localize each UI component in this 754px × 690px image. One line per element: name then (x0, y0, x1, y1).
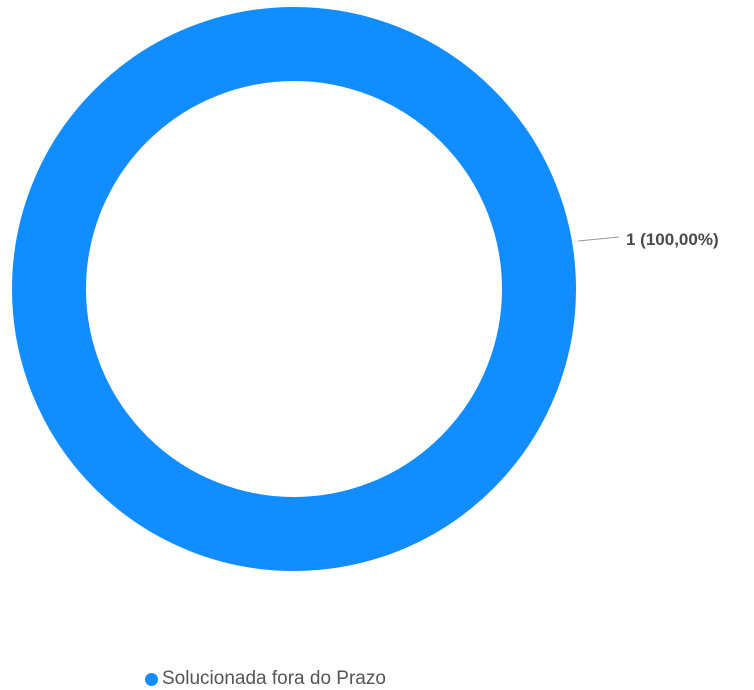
data-label-leaders (577, 236, 620, 242)
data-label-leader-solucionada-fora-do-prazo (577, 236, 620, 242)
legend-swatch-solucionada-fora-do-prazo (145, 672, 158, 686)
donut-slices (12, 7, 576, 571)
data-label-solucionada-fora-do-prazo: 1 (100,00%) (626, 230, 719, 249)
legend-item-solucionada-fora-do-prazo[interactable]: Solucionada fora do Prazo (162, 668, 386, 689)
data-labels: 1 (100,00%) (626, 230, 719, 249)
donut-slice-solucionada-fora-do-prazo[interactable] (12, 7, 576, 571)
legend: Solucionada fora do Prazo (145, 667, 386, 690)
